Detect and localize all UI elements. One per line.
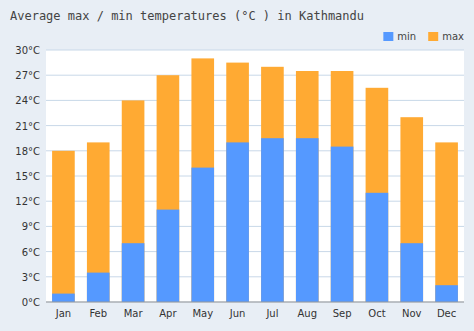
bar [331,71,354,302]
y-tick-label: 9°C [22,221,40,232]
y-tick-label: 0°C [22,297,40,308]
grid-line [46,75,464,76]
bar [122,100,145,302]
x-tick-label: Mar [124,308,144,319]
x-tick-label: May [192,308,213,319]
legend: min max [383,31,464,42]
legend-label: min [397,31,416,42]
x-tick-label: Jan [55,308,71,319]
bar [261,138,284,302]
x-tick-label: Sep [333,308,352,319]
x-tick-label: Oct [368,308,385,319]
bar [226,63,249,302]
bar [87,273,110,302]
bar [296,138,319,302]
bar [296,71,319,302]
grid-line [46,100,464,101]
bar [366,193,389,302]
y-tick-label: 15°C [15,171,40,182]
bar [191,168,214,302]
y-tick-label: 6°C [22,247,40,258]
chart: 0°C 3°C 6°C 9°C 12°C 15°C 18°C 21°C 24°C 27°C 30°C… [0,0,474,331]
legend-swatch [428,32,438,41]
y-tick-label: 3°C [22,272,40,283]
x-tick-label: Apr [159,308,177,319]
y-tick-label: 21°C [15,121,40,132]
bar [366,88,389,302]
plot-area [46,50,464,302]
x-tick-label: Jun [229,308,246,319]
x-tick-label: Feb [89,308,107,319]
title: Average max / min temperatures (°C ) in … [10,9,364,23]
x-axis-line [46,302,464,303]
bar [226,142,249,302]
bar [122,243,145,302]
x-tick-label: Aug [297,308,317,319]
bar [87,142,110,302]
y-tick-label: 30°C [15,45,40,56]
grid-line [46,302,464,303]
legend-swatch [383,32,393,41]
x-tick-label: Jul [265,308,278,319]
bar [435,142,458,302]
x-tick-label: Nov [402,308,422,319]
grid-line [46,50,464,51]
bar [400,243,423,302]
bar [435,285,458,302]
bar [331,147,354,302]
y-tick-label: 18°C [15,146,40,157]
bar [157,210,180,302]
y-tick-label: 12°C [15,196,40,207]
bars [52,58,458,302]
y-tick-label: 24°C [15,95,40,106]
bar [191,58,214,302]
bar [52,151,75,302]
bar [261,67,284,302]
bar [157,75,180,302]
legend-label: max [442,31,464,42]
x-tick-label: Dec [437,308,456,319]
bar [52,294,75,302]
y-tick-label: 27°C [15,70,40,81]
bar [400,117,423,302]
